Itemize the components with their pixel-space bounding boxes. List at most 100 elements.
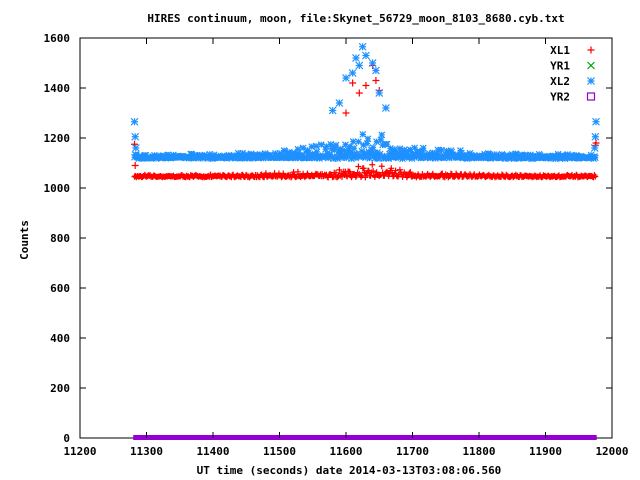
series-XL2-point-303 [393,149,400,157]
x-tick-label-4: 11600 [329,445,362,458]
series-XL1-point-319 [407,169,414,176]
series-XL2-point-224 [324,154,332,162]
series-XL2-point-242 [340,152,348,160]
series-XL1-point-189 [294,168,301,175]
legend-marker-XL1 [587,46,595,54]
series-XL2-point-233 [332,141,340,149]
series-XL2-peak-4 [352,54,360,62]
series-XL2-point-458 [527,151,534,159]
series-XL2-point-72 [193,151,201,159]
legend-marker-YR2 [586,92,596,101]
series-XL2-point-238 [336,145,344,153]
chart-title: HIRES continuum, moon, file:Skynet_56729… [147,12,564,25]
series-XL2-peak-10 [375,89,384,97]
series-XL2-point-306 [395,152,403,160]
series-XL2-point-244 [342,141,349,149]
series-XL2-point-327 [413,152,421,160]
series-XL2-point-286 [378,131,386,139]
series-XL2-point-246 [343,152,351,160]
y-tick-label-2: 400 [50,332,70,345]
series-XL2-point-300 [390,154,398,161]
y-axis-label: Counts [18,220,31,260]
x-tick-label-7: 11900 [529,445,562,458]
legend-label-YR1: YR1 [550,60,570,73]
series-XL2-point-206 [309,150,317,158]
series-XL2-point-278 [371,155,379,162]
series-XL2-point-125 [239,149,247,157]
series-XL2-edge-1 [131,132,140,141]
series-XL2-point-198 [302,154,310,161]
series-XL2-point-235 [334,155,342,162]
series-XL2-point-280 [373,138,381,146]
series-XL2-peak-0 [328,106,337,115]
series-XL2-point-189 [294,145,302,153]
series-XL2-point-388 [466,149,474,157]
series-XL2-point-216 [317,141,325,149]
series-XL2-point-313 [401,149,409,157]
series-XL2-point-74 [195,154,202,162]
series-XL2-point-287 [379,141,387,149]
y-tick-label-1: 200 [50,382,70,395]
series-XL2-point-211 [313,148,321,156]
series-XL2-point-301 [391,145,399,153]
series-XL2-point-200 [304,146,311,154]
series-XL2-point-201 [304,149,312,157]
series-XL2-point-376 [456,153,464,161]
series-XL2-point-296 [386,145,394,152]
series-XL2-point-367 [448,148,456,156]
series-XL2-point-142 [253,151,261,159]
series-XL2-point-290 [381,153,389,161]
series-XL2-point-256 [352,154,360,162]
series-XL2-point-179 [285,148,293,156]
series-XL2-point-259 [355,138,362,146]
series-XL2-point-334 [419,144,427,152]
series-XL1-point-267 [362,174,369,181]
series-XL2-point-355 [438,146,445,154]
series-XL2-point-437 [508,151,516,158]
series-XL2-point-268 [362,152,370,160]
series-XL1 [131,62,600,181]
series-XL1-point-249 [346,168,353,175]
ticks-layer: 11200 11300 11400 11500 11600 11700 11800 11900… [44,32,629,458]
series-XL1-point-265 [360,165,367,172]
series-XL2-peak-11 [381,104,390,112]
series-XL2-point-66 [188,150,196,158]
series-XL2-point-162 [271,153,279,161]
series-XL2-point-208 [310,154,318,162]
series-XL2-peak-7 [362,51,370,60]
series-XL2-edge-0 [130,117,139,126]
series-XL2-point-265 [360,141,368,149]
series-XL2-point-321 [408,155,416,162]
series-XL2-point-243 [341,147,349,155]
series-XL2-point-223 [323,149,331,157]
series-XL1-peak-1 [349,79,357,87]
series-XL2-point-489 [553,153,561,161]
series-XL2-edge-3 [592,117,600,126]
series-XL2-point-490 [554,150,562,158]
series-XL2-point-205 [308,143,316,151]
series-XL2-point-215 [316,152,324,160]
series-XL2-point-340 [425,152,432,159]
series-XL2-point-227 [327,140,335,148]
series-XL2-point-377 [457,147,464,155]
x-tick-label-2: 11400 [196,445,229,458]
y-tick-label-6: 1200 [44,132,71,145]
series-XL1-point-307 [396,166,403,173]
series-XL2-point-232 [331,144,339,151]
series-XL2-point-310 [399,155,406,163]
legend-label-YR2: YR2 [550,91,570,104]
x-tick-label-3: 11500 [263,445,296,458]
series-XL2-point-250 [347,148,355,156]
series-XL2-point-249 [346,143,354,151]
series-XL2-point-253 [349,138,357,145]
series-XL2-point-225 [325,152,333,160]
y-tick-label-8: 1600 [44,32,71,45]
series-XL2-point-281 [374,149,381,156]
series-XL2-point-87 [206,150,214,158]
series-XL2-point-305 [394,154,402,162]
series-XL2-edge-2 [131,144,140,152]
series-XL2-point-364 [445,154,453,162]
series-XL2-point-267 [361,154,369,161]
series-XL2-point-222 [323,142,330,150]
